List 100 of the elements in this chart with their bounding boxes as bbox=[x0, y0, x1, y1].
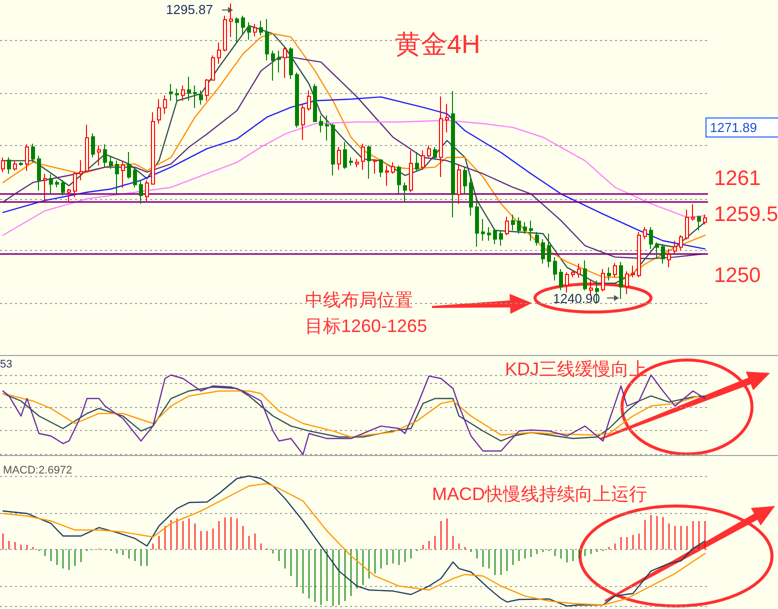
candlestick bbox=[283, 46, 287, 78]
annotation: MACD快慢线持续向上运行 bbox=[432, 484, 647, 504]
candlestick bbox=[37, 155, 41, 192]
candlestick bbox=[415, 151, 419, 171]
candlestick bbox=[163, 94, 167, 114]
candlestick bbox=[193, 85, 197, 108]
candlestick bbox=[655, 242, 659, 260]
candlestick bbox=[127, 151, 131, 180]
candlestick bbox=[1, 156, 5, 173]
ref-line-label: 1250 bbox=[714, 264, 761, 287]
candlestick bbox=[271, 50, 275, 82]
candlestick bbox=[295, 72, 299, 128]
candlestick bbox=[457, 163, 461, 204]
candlestick bbox=[511, 214, 515, 231]
text: 目标1260-1265 bbox=[305, 316, 428, 336]
candlestick bbox=[67, 188, 71, 203]
candlestick bbox=[463, 166, 467, 194]
text: 53 bbox=[0, 358, 12, 370]
candlestick bbox=[349, 156, 353, 166]
candlestick bbox=[409, 150, 413, 193]
candlestick bbox=[301, 104, 305, 140]
candlestick bbox=[583, 260, 587, 291]
candlestick bbox=[487, 226, 491, 242]
candlestick bbox=[499, 230, 503, 246]
candlestick bbox=[451, 90, 455, 218]
candlestick bbox=[223, 15, 227, 52]
candlestick bbox=[361, 143, 365, 170]
candlestick bbox=[607, 266, 611, 281]
candlestick bbox=[703, 214, 707, 225]
candlestick bbox=[43, 173, 47, 203]
candlestick bbox=[553, 256, 557, 281]
candlestick bbox=[673, 240, 677, 254]
candlestick bbox=[235, 16, 239, 43]
candlestick bbox=[481, 218, 485, 242]
candlestick bbox=[31, 143, 35, 163]
candlestick bbox=[7, 156, 11, 174]
candlestick bbox=[475, 200, 479, 248]
candlestick bbox=[187, 76, 191, 102]
text: 黄金4H bbox=[395, 29, 480, 59]
candlestick bbox=[625, 270, 629, 295]
candlestick bbox=[355, 158, 359, 168]
candlestick bbox=[469, 174, 473, 216]
candlestick bbox=[517, 216, 521, 234]
candlestick bbox=[205, 78, 209, 102]
candlestick bbox=[445, 104, 449, 133]
candlestick bbox=[139, 180, 143, 204]
candlestick bbox=[109, 155, 113, 170]
candlestick bbox=[259, 20, 263, 36]
candlestick bbox=[385, 165, 389, 186]
candlestick bbox=[541, 238, 545, 264]
candlestick bbox=[319, 114, 323, 133]
candlestick bbox=[505, 216, 509, 236]
candlestick bbox=[211, 55, 215, 82]
candlestick bbox=[565, 272, 569, 293]
candlestick bbox=[643, 226, 647, 240]
candlestick bbox=[181, 85, 185, 102]
candlestick bbox=[55, 180, 59, 188]
candlestick bbox=[523, 222, 527, 234]
candlestick bbox=[631, 265, 635, 278]
candlestick bbox=[529, 220, 533, 242]
candlestick bbox=[493, 228, 497, 245]
candlestick bbox=[115, 160, 119, 194]
candlestick bbox=[571, 270, 575, 278]
annotation: 中线布局位置 bbox=[305, 290, 413, 310]
candlestick bbox=[25, 144, 29, 172]
candlestick bbox=[121, 160, 125, 188]
candlestick bbox=[157, 98, 161, 124]
candlestick bbox=[85, 124, 89, 173]
annotation: 1295.87 bbox=[166, 2, 213, 17]
candlestick bbox=[307, 90, 311, 112]
candlestick bbox=[19, 162, 23, 166]
candlestick bbox=[433, 146, 437, 160]
candlestick bbox=[337, 146, 341, 170]
candlestick bbox=[325, 114, 329, 142]
candlestick bbox=[619, 261, 623, 300]
candlestick bbox=[367, 144, 371, 180]
candlestick bbox=[439, 96, 443, 178]
candlestick bbox=[91, 132, 95, 158]
candlestick bbox=[691, 204, 695, 222]
candlestick bbox=[265, 18, 269, 61]
candlestick bbox=[217, 42, 221, 64]
candlestick bbox=[151, 112, 155, 186]
candlestick bbox=[685, 209, 689, 240]
candlestick bbox=[547, 233, 551, 268]
candlestick bbox=[637, 232, 641, 278]
candlestick bbox=[199, 90, 203, 106]
candlestick bbox=[103, 144, 107, 168]
ref-line-label: 1259.5 bbox=[714, 203, 778, 226]
candlestick bbox=[391, 162, 395, 174]
text: 1271.89 bbox=[710, 120, 757, 135]
candlestick bbox=[13, 160, 17, 171]
annotation: MACD:2.6972 bbox=[3, 464, 72, 476]
candlestick bbox=[613, 262, 617, 278]
candlestick bbox=[679, 234, 683, 250]
candlestick bbox=[649, 226, 653, 250]
candlestick bbox=[427, 144, 431, 158]
candlestick bbox=[601, 268, 605, 292]
candlestick bbox=[49, 174, 53, 194]
candlestick bbox=[61, 180, 65, 196]
candlestick bbox=[403, 182, 407, 203]
